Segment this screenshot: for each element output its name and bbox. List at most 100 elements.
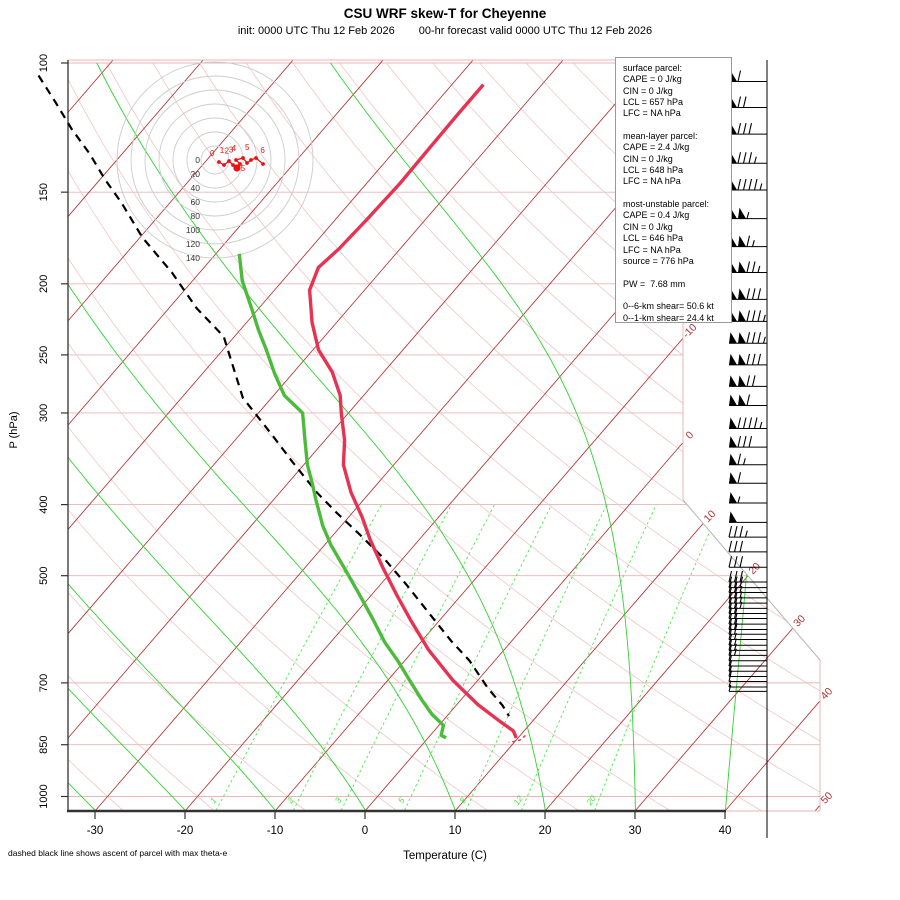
y-tick-label: 150 [38, 183, 50, 201]
isotherm-line [68, 60, 384, 811]
info-box-line: most-unstable parcel: [623, 199, 710, 210]
info-box-line: CIN = 0 J/kg [623, 221, 673, 232]
mixing-ratio-label: 3 [333, 795, 344, 805]
footnote: dashed black line shows ascent of parcel… [8, 848, 228, 858]
hodograph-ring [144, 89, 286, 231]
hodograph-point [238, 162, 242, 166]
dry-adiabat-line [68, 62, 671, 811]
info-box-line: LFC = NA hPa [623, 244, 681, 255]
mixing-ratio-line [520, 504, 657, 811]
isotherm-line [274, 60, 820, 811]
info-box-line: PW = 7.68 mm [623, 278, 686, 289]
isotherm-label: 0 [683, 429, 696, 442]
hodograph-ring [116, 61, 314, 259]
mixing-ratio-line [404, 504, 553, 811]
hodograph-point [217, 160, 221, 164]
info-box-line [623, 290, 731, 301]
wind-barb [728, 670, 767, 683]
hodograph-ring [158, 103, 272, 217]
y-tick-label: 850 [38, 736, 50, 754]
wind-barb [729, 207, 767, 220]
info-box-line: surface parcel: [623, 63, 683, 73]
x-tick-label: 0 [362, 825, 368, 837]
dry-adiabat-line [68, 62, 762, 811]
info-box-line: CIN = 0 J/kg [623, 153, 673, 164]
background-grid [68, 60, 820, 811]
wind-barb [729, 288, 767, 300]
isotherm-label: 20 [746, 560, 763, 577]
x-tick-label: -20 [177, 825, 194, 837]
wind-barb [729, 417, 767, 430]
dry-adiabat-line [68, 62, 397, 811]
y-tick-label: 300 [38, 404, 50, 422]
hodograph-height-label: 6 [260, 146, 265, 155]
isotherm-label: 30 [791, 613, 808, 630]
wind-barb [729, 511, 767, 523]
info-box-line: 0--1-km shear= 24.4 kt [623, 312, 714, 323]
info-box-line: CIN = 0 J/kg [623, 85, 673, 96]
wind-barb [729, 472, 767, 484]
dry-adiabat-line [292, 62, 820, 811]
hodograph-point [249, 158, 253, 162]
mixing-ratio-label: 12 [511, 793, 525, 807]
wind-barb [728, 634, 767, 646]
init-time: init: 0000 UTC Thu 12 Feb 2026 [237, 25, 395, 37]
isotherm-line [544, 60, 820, 811]
wind-barb [729, 310, 767, 322]
wind-barb [729, 394, 767, 406]
info-box-line [623, 267, 731, 278]
moist-adiabat-line [68, 62, 456, 811]
wind-barb [728, 644, 767, 656]
hodograph-ring-label: 100 [186, 225, 200, 235]
wind-barb [729, 70, 767, 83]
info-box-line: CAPE = 0.4 J/kg [623, 210, 690, 221]
info-box-line: source = 776 hPa [623, 255, 694, 266]
dry-adiabat-line [339, 62, 820, 811]
hodograph-height-label: 3 [229, 145, 234, 154]
wind-barb [729, 261, 767, 273]
hodograph-ring [130, 75, 300, 245]
hodograph-ring-label: 120 [186, 239, 200, 249]
dry-adiabat-line [152, 62, 820, 811]
wind-barb [729, 332, 767, 344]
info-box-line [623, 188, 731, 199]
info-box-line: LCL = 648 hPa [623, 165, 683, 176]
wind-barb [729, 96, 767, 109]
wind-barb [728, 665, 767, 677]
hodograph-point [245, 161, 249, 165]
isotherm-line [68, 60, 654, 811]
hodograph-ring [172, 117, 258, 203]
wind-barb [728, 649, 767, 662]
temperature-curve [307, 83, 518, 739]
hodograph-point [254, 156, 258, 160]
page-title: CSU WRF skew-T for Cheyenne [343, 6, 547, 21]
wind-barb-column [728, 60, 768, 838]
info-box-line: LCL = 657 hPa [623, 97, 683, 108]
x-tick-label: 10 [449, 825, 462, 837]
x-tick-label: -30 [87, 825, 104, 837]
info-box-line [623, 120, 731, 131]
info-box-line: CAPE = 0 J/kg [623, 74, 682, 85]
dry-adiabat-line [68, 62, 580, 811]
info-box-line: LFC = NA hPa [623, 108, 681, 119]
mixing-ratio-line [594, 504, 722, 811]
wind-barb [729, 353, 767, 366]
hodograph-ring-label: 60 [191, 197, 201, 207]
x-tick-label: 40 [719, 825, 732, 837]
info-box-line: LCL = 646 hPa [623, 233, 683, 244]
hodograph-point [231, 163, 235, 167]
hodograph-point [222, 163, 226, 167]
hodograph-height-label: 5 [241, 164, 246, 173]
mixing-ratio-label: 1 [208, 795, 219, 805]
wind-barb [728, 556, 767, 568]
wind-barb [728, 540, 767, 553]
hodograph-ring-label: 140 [186, 253, 200, 263]
y-tick-label: 1000 [38, 784, 50, 808]
x-tick-label: 20 [539, 825, 552, 837]
parcel-ascent-line [37, 74, 510, 717]
y-tick-label: 250 [38, 346, 50, 364]
